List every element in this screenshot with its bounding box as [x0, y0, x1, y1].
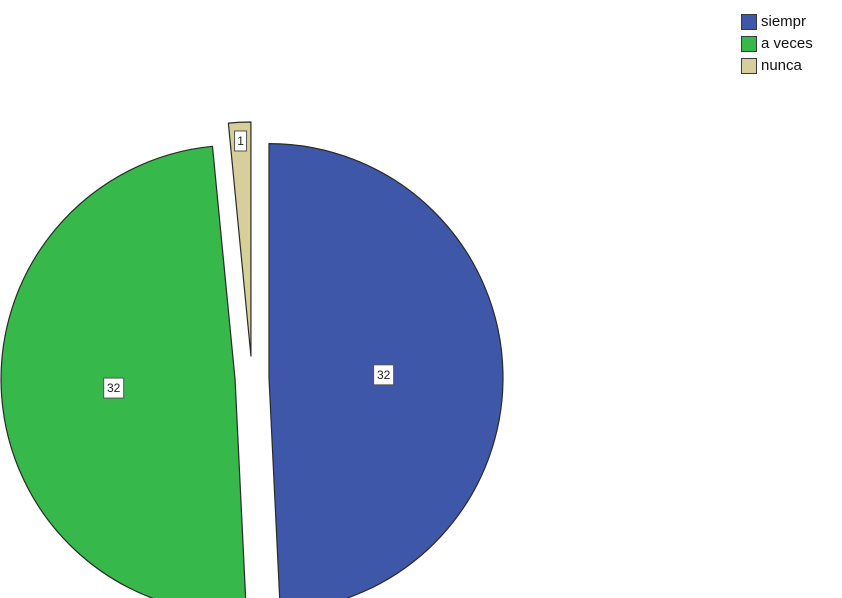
data-label-text-a-veces: 32: [107, 381, 121, 395]
data-label-box-a-veces: [103, 377, 125, 399]
legend-label-nunca: nunca: [761, 57, 802, 74]
legend-swatch-nunca: [741, 58, 757, 74]
data-label-nunca: 1: [234, 130, 248, 152]
legend-item-siempre: siempr: [741, 11, 813, 33]
data-label-text-nunca: 1: [237, 134, 244, 148]
chart-legend: siempr a veces nunca: [741, 11, 813, 77]
pie-slice-nunca: [227, 121, 252, 357]
data-label-box-nunca: [234, 130, 248, 152]
legend-item-nunca: nunca: [741, 55, 813, 77]
pie-slice-a-veces: [0, 145, 247, 598]
data-label-a-veces: 32: [103, 377, 125, 399]
data-label-text-siempre: 32: [377, 368, 391, 382]
legend-swatch-a-veces: [741, 36, 757, 52]
legend-label-a-veces: a veces: [761, 35, 813, 52]
legend-swatch-siempre: [741, 14, 757, 30]
legend-item-a-veces: a veces: [741, 33, 813, 55]
data-label-box-siempre: [373, 364, 395, 386]
data-label-siempre: 32: [373, 364, 395, 386]
legend-label-siempre: siempr: [761, 13, 807, 30]
